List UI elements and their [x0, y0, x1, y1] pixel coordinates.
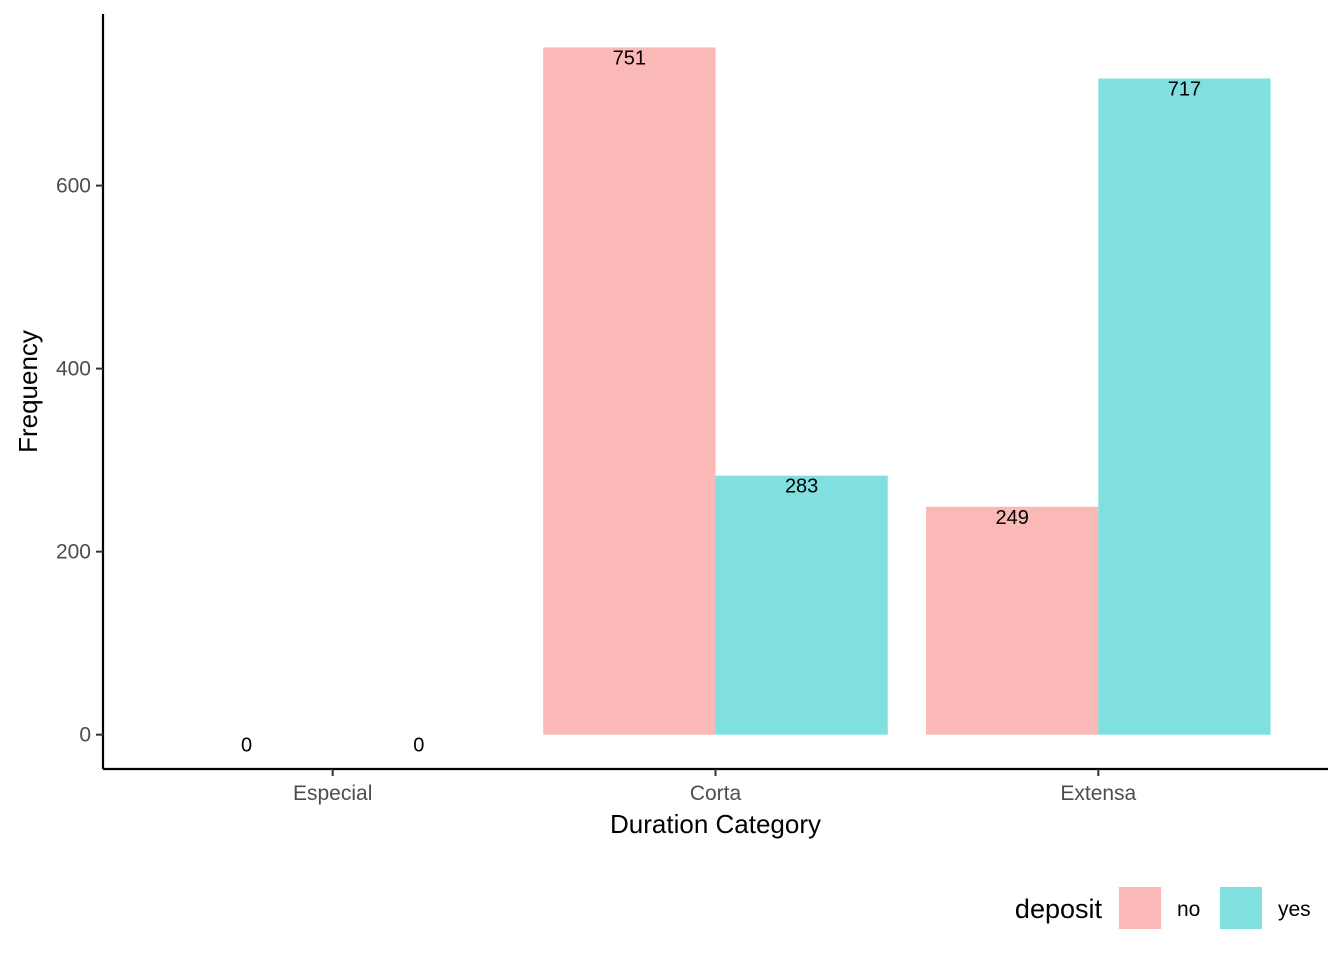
legend-label-yes: yes — [1278, 898, 1311, 921]
legend-items: no yes — [1119, 887, 1311, 929]
bar-corta-no — [543, 47, 716, 735]
x-axis-ticks: Especial Corta Extensa — [293, 769, 1137, 805]
y-tick-label: 400 — [56, 358, 91, 381]
x-tick-label: Extensa — [1060, 782, 1136, 805]
y-tick-label: 200 — [56, 541, 91, 564]
data-label-corta-no: 751 — [613, 47, 646, 69]
data-label-extensa-yes: 717 — [1168, 79, 1201, 101]
data-label-especial-no: 0 — [241, 735, 252, 757]
bar-corta-yes — [715, 475, 888, 735]
legend-label-no: no — [1177, 898, 1200, 921]
legend-swatch-no — [1119, 887, 1161, 929]
y-tick-label: 0 — [79, 724, 91, 747]
y-axis-ticks: 0 200 400 600 — [56, 175, 103, 747]
x-tick-label: Especial — [293, 782, 372, 805]
x-tick-label: Corta — [690, 782, 742, 805]
legend-swatch-yes — [1220, 887, 1262, 929]
legend-title: deposit — [1015, 894, 1103, 924]
data-labels-group: 0 0 751 283 249 717 — [241, 47, 1201, 756]
data-label-especial-yes: 0 — [413, 735, 424, 757]
data-label-corta-yes: 283 — [785, 476, 818, 498]
bars-group — [543, 47, 1271, 735]
data-label-extensa-no: 249 — [995, 507, 1028, 529]
bar-extensa-yes — [1098, 78, 1271, 735]
bar-extensa-no — [926, 506, 1099, 735]
legend: deposit no yes — [1015, 887, 1311, 929]
y-axis-title: Frequency — [13, 330, 43, 453]
x-axis-title: Duration Category — [610, 809, 821, 839]
y-tick-label: 600 — [56, 175, 91, 198]
